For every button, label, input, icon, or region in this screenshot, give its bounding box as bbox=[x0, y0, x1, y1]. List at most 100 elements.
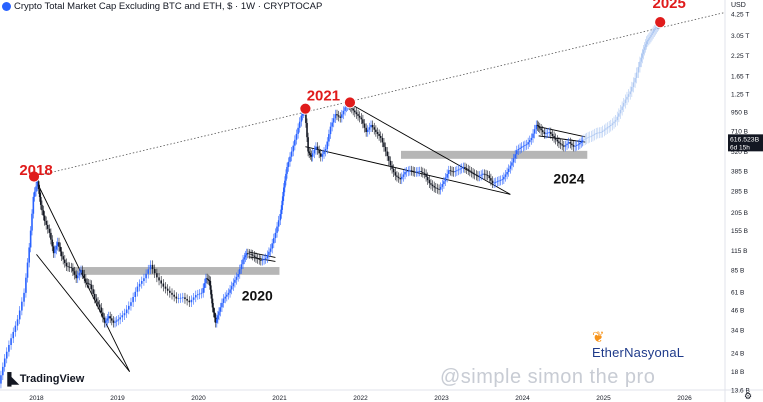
candle-body bbox=[409, 170, 411, 172]
candle-body bbox=[64, 259, 66, 263]
projection-body bbox=[631, 86, 633, 92]
candle-body bbox=[460, 167, 463, 169]
y-tick-label: 205 B bbox=[731, 210, 748, 217]
candle-body bbox=[151, 264, 154, 270]
candle-body bbox=[87, 283, 90, 285]
candle-body bbox=[237, 274, 239, 277]
candle-body bbox=[266, 254, 269, 259]
projection-body bbox=[632, 82, 635, 87]
candle-body bbox=[209, 280, 212, 290]
candle-body bbox=[410, 170, 413, 172]
candle-body bbox=[62, 256, 64, 260]
candle-body bbox=[219, 307, 222, 312]
tradingview-label: TradingView bbox=[19, 373, 85, 385]
candle-body bbox=[97, 301, 99, 305]
candle-body bbox=[443, 181, 445, 185]
candle-body bbox=[418, 171, 421, 172]
candle-body bbox=[341, 114, 343, 118]
candle-body bbox=[362, 119, 364, 124]
candle-body bbox=[261, 259, 264, 261]
year-annotation: 2021 bbox=[307, 88, 340, 105]
trend-line bbox=[33, 12, 726, 177]
candle-body bbox=[342, 110, 345, 115]
candle-body bbox=[51, 239, 54, 247]
candle-body bbox=[272, 238, 275, 244]
candle-body bbox=[109, 316, 111, 319]
candle-body bbox=[357, 114, 359, 116]
candle-body bbox=[107, 316, 110, 319]
candle-body bbox=[519, 147, 521, 150]
settings-gear-icon[interactable]: ⚙ bbox=[744, 391, 753, 401]
candle-body bbox=[488, 175, 491, 179]
y-tick-label: 61 B bbox=[731, 289, 744, 296]
candle-body bbox=[394, 172, 397, 176]
candle-body bbox=[477, 175, 479, 177]
projection-body bbox=[601, 130, 604, 133]
projection-body bbox=[649, 36, 651, 39]
x-tick-label: 2022 bbox=[353, 395, 368, 402]
projection-body bbox=[585, 137, 588, 139]
candle-body bbox=[371, 124, 374, 128]
candle-body bbox=[45, 220, 47, 225]
tradingview-logo[interactable]: ▐◣ TradingView bbox=[3, 372, 84, 386]
candle-body bbox=[234, 279, 236, 283]
y-tick-label: 710 B bbox=[731, 129, 748, 136]
candle-body bbox=[396, 175, 398, 177]
candle-body bbox=[235, 276, 238, 280]
candle-body bbox=[175, 296, 178, 299]
candle-body bbox=[430, 183, 432, 185]
candle-body bbox=[522, 145, 525, 147]
projection-body bbox=[621, 106, 623, 111]
chart-title: Crypto Total Market Cap Excluding BTC an… bbox=[14, 1, 323, 12]
candle-body bbox=[305, 108, 307, 123]
candle-body bbox=[263, 258, 265, 260]
candle-body bbox=[182, 297, 184, 299]
currency-label[interactable]: USD bbox=[731, 2, 746, 9]
candle-body bbox=[102, 312, 104, 318]
candle-body bbox=[581, 140, 584, 142]
candle-body bbox=[238, 269, 241, 275]
candle-body bbox=[422, 172, 424, 173]
candle-body bbox=[561, 144, 563, 146]
candle-body bbox=[337, 115, 340, 117]
candle-body bbox=[54, 249, 56, 254]
candle-body bbox=[186, 298, 188, 301]
candle-body bbox=[214, 317, 217, 323]
candle-body bbox=[269, 248, 272, 252]
candle-body bbox=[90, 284, 93, 290]
candle-body bbox=[251, 254, 254, 256]
projection-body bbox=[590, 135, 593, 137]
candle-body bbox=[18, 310, 21, 320]
candle-body bbox=[72, 267, 74, 272]
x-tick-label: 2019 bbox=[110, 395, 125, 402]
candle-body bbox=[29, 230, 32, 248]
candle-body bbox=[548, 132, 551, 133]
candle-body bbox=[65, 262, 68, 267]
candle-body bbox=[545, 133, 547, 135]
candle-body bbox=[439, 186, 442, 190]
candle-body bbox=[5, 351, 8, 359]
candle-body bbox=[123, 313, 126, 316]
candle-body bbox=[381, 137, 384, 143]
candle-body bbox=[171, 292, 173, 295]
candle-body bbox=[264, 258, 267, 259]
candle-body bbox=[558, 141, 560, 144]
candle-body bbox=[332, 118, 335, 123]
candle-body bbox=[205, 278, 207, 284]
candle-body bbox=[546, 132, 549, 134]
projection-body bbox=[595, 132, 598, 134]
candle-body bbox=[95, 298, 98, 302]
candle-body bbox=[38, 189, 41, 198]
projection-body bbox=[593, 133, 596, 135]
candle-body bbox=[35, 186, 37, 192]
candle-body bbox=[452, 171, 455, 173]
candle-body bbox=[134, 291, 137, 298]
candle-body bbox=[41, 204, 43, 211]
candle-body bbox=[415, 171, 418, 173]
candle-body bbox=[511, 162, 513, 166]
candle-body bbox=[540, 128, 542, 131]
candle-body bbox=[162, 283, 165, 287]
candle-body bbox=[173, 294, 175, 297]
candle-body bbox=[467, 169, 470, 171]
